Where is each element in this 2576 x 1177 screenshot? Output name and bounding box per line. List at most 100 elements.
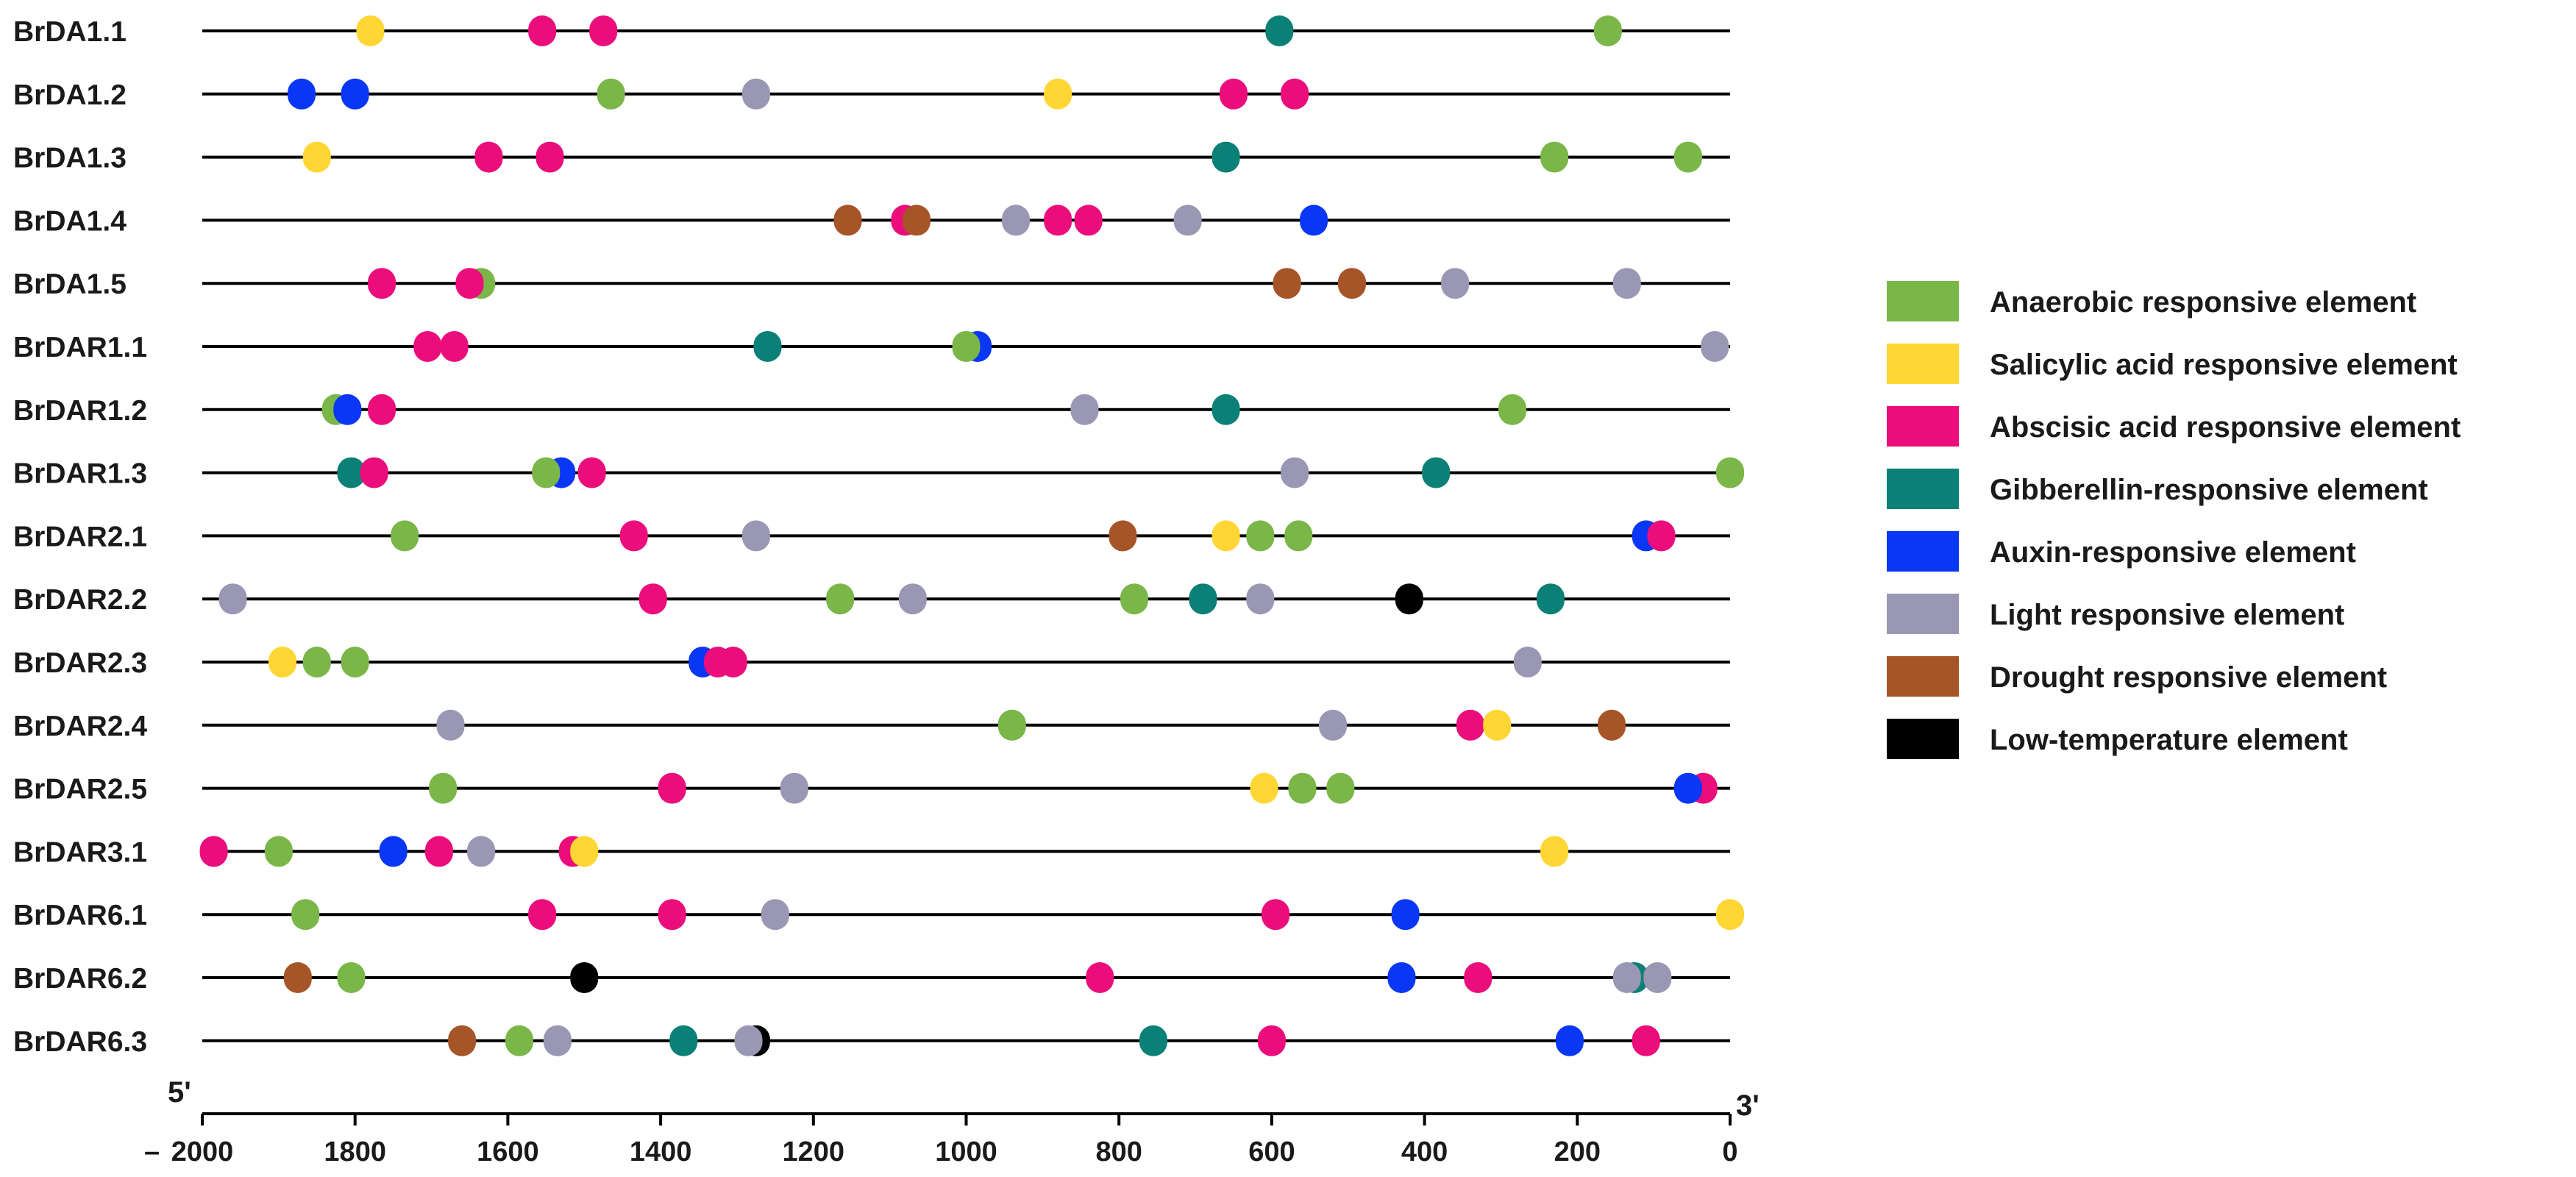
legend-item: Low-temperature element bbox=[1887, 719, 2348, 759]
element-marker-anaerobic bbox=[826, 583, 855, 615]
element-marker-auxin bbox=[341, 78, 369, 110]
element-marker-auxin bbox=[1300, 205, 1328, 236]
element-marker-light bbox=[1002, 205, 1031, 236]
x-tick-label: 1800 bbox=[324, 1137, 386, 1167]
element-marker-salicylic bbox=[1716, 899, 1744, 931]
gene-label: BrDAR1.3 bbox=[13, 458, 147, 490]
element-marker-drought bbox=[1337, 268, 1366, 299]
gene-row: BrDAR2.3 bbox=[13, 647, 1730, 679]
three-prime-label: 3' bbox=[1736, 1089, 1760, 1122]
element-marker-abscisic bbox=[455, 268, 484, 299]
element-marker-anaerobic bbox=[997, 709, 1026, 741]
element-marker-gibberellin bbox=[753, 331, 782, 362]
element-marker-abscisic bbox=[536, 141, 564, 173]
element-marker-gibberellin bbox=[1211, 394, 1240, 425]
legend-label: Auxin-responsive element bbox=[1990, 536, 2356, 569]
element-marker-abscisic bbox=[1086, 962, 1114, 993]
element-marker-anaerobic bbox=[291, 899, 320, 931]
element-marker-light bbox=[1612, 268, 1641, 299]
gene-row: BrDAR6.2 bbox=[13, 962, 1730, 995]
element-marker-abscisic bbox=[1464, 962, 1492, 993]
element-marker-abscisic bbox=[528, 15, 557, 46]
element-marker-anaerobic bbox=[337, 962, 366, 993]
gene-label: BrDAR1.2 bbox=[13, 395, 147, 427]
axis-dash: – bbox=[144, 1137, 160, 1167]
gene-row: BrDAR3.1 bbox=[13, 836, 1730, 868]
gene-label: BrDAR6.2 bbox=[13, 963, 147, 995]
element-marker-light bbox=[761, 899, 789, 931]
element-marker-anaerobic bbox=[532, 457, 561, 488]
gene-row: BrDA1.5 bbox=[13, 268, 1730, 300]
gene-row: BrDAR6.3 bbox=[13, 1025, 1730, 1058]
element-marker-abscisic bbox=[474, 141, 503, 173]
legend-label: Drought responsive element bbox=[1990, 661, 2387, 694]
element-marker-gibberellin bbox=[1139, 1025, 1167, 1056]
five-prime-label: 5' bbox=[168, 1076, 191, 1109]
element-marker-anaerobic bbox=[1716, 457, 1744, 488]
legend-label: Gibberellin-responsive element bbox=[1990, 474, 2428, 506]
element-marker-anaerobic bbox=[1288, 772, 1317, 804]
gene-label: BrDAR6.3 bbox=[13, 1026, 147, 1058]
gene-row: BrDAR1.3 bbox=[13, 457, 1744, 490]
element-marker-abscisic bbox=[638, 583, 667, 615]
element-marker-light bbox=[1173, 205, 1202, 236]
x-tick-label: 0 bbox=[1722, 1137, 1737, 1167]
element-marker-auxin bbox=[379, 836, 408, 867]
element-marker-anaerobic bbox=[391, 520, 419, 552]
legend-label: Salicylic acid responsive element bbox=[1990, 349, 2458, 381]
element-marker-auxin bbox=[1673, 772, 1702, 804]
x-tick-label: 1000 bbox=[935, 1137, 997, 1167]
gene-label: BrDA1.3 bbox=[13, 143, 127, 174]
element-marker-gibberellin bbox=[669, 1025, 698, 1056]
legend-swatch-light bbox=[1887, 594, 1959, 634]
element-marker-drought bbox=[902, 205, 931, 236]
legend-label: Low-temperature element bbox=[1990, 724, 2348, 756]
element-marker-anaerobic bbox=[429, 772, 458, 804]
element-marker-light bbox=[1701, 331, 1729, 362]
x-tick-label: 1200 bbox=[783, 1137, 845, 1167]
element-marker-abscisic bbox=[619, 520, 648, 552]
element-marker-abscisic bbox=[1074, 205, 1103, 236]
element-marker-abscisic bbox=[528, 899, 557, 931]
element-marker-light bbox=[1318, 709, 1347, 741]
x-axis: 5' 3' – 2000 1800 1600 1400 1200 1000 800 600 40… bbox=[144, 1076, 1760, 1167]
element-marker-light bbox=[1513, 647, 1542, 678]
gene-row: BrDAR2.5 bbox=[13, 772, 1730, 806]
element-marker-abscisic bbox=[413, 331, 442, 362]
gene-row: BrDAR1.1 bbox=[13, 331, 1730, 363]
element-marker-light bbox=[734, 1025, 763, 1056]
gene-row: BrDAR2.1 bbox=[13, 520, 1730, 552]
element-marker-light bbox=[741, 78, 770, 110]
element-marker-auxin bbox=[1555, 1025, 1584, 1056]
element-marker-light bbox=[741, 520, 770, 552]
gene-rows: BrDA1.1 BrDA1.2 BrDA1.3 BrDA1.4 BrDA1.5 BrDAR… bbox=[13, 15, 1744, 1058]
gene-label: BrDAR2.1 bbox=[13, 521, 147, 552]
element-marker-anaerobic bbox=[1540, 141, 1569, 173]
legend-label: Abscisic acid responsive element bbox=[1990, 411, 2461, 444]
element-marker-anaerobic bbox=[1120, 583, 1148, 615]
element-marker-anaerobic bbox=[952, 331, 981, 362]
element-marker-light bbox=[1070, 394, 1099, 425]
element-marker-lowtemp bbox=[570, 962, 599, 993]
element-marker-light bbox=[1281, 457, 1309, 488]
element-marker-anaerobic bbox=[505, 1025, 533, 1056]
element-marker-abscisic bbox=[368, 268, 396, 299]
legend-swatch-gibberellin bbox=[1887, 469, 1959, 509]
x-tick-label: 1600 bbox=[477, 1137, 539, 1167]
x-tick-label: 600 bbox=[1248, 1137, 1295, 1167]
element-marker-abscisic bbox=[577, 457, 606, 488]
element-marker-salicylic bbox=[1250, 772, 1278, 804]
legend-swatch-anaerobic bbox=[1887, 281, 1959, 321]
element-marker-auxin bbox=[1387, 962, 1416, 993]
element-marker-anaerobic bbox=[1284, 520, 1313, 552]
legend-label: Light responsive element bbox=[1990, 599, 2344, 631]
gene-label: BrDA1.4 bbox=[13, 205, 127, 237]
element-marker-lowtemp bbox=[1395, 583, 1423, 615]
element-marker-drought bbox=[1109, 520, 1137, 552]
legend-item: Gibberellin-responsive element bbox=[1887, 469, 2428, 509]
gene-label: BrDA1.1 bbox=[13, 16, 127, 48]
gene-label: BrDA1.5 bbox=[13, 269, 127, 300]
element-marker-gibberellin bbox=[337, 457, 366, 488]
element-marker-salicylic bbox=[570, 836, 599, 867]
element-marker-abscisic bbox=[440, 331, 469, 362]
